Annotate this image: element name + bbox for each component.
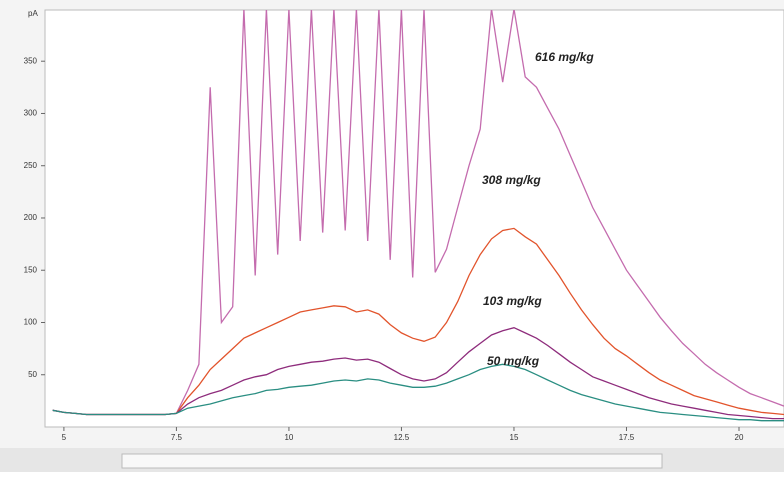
y-tick-label: 50 [28, 370, 37, 379]
x-tick-label: 10 [284, 433, 293, 442]
y-tick-label: 100 [24, 318, 38, 327]
y-tick-label: 250 [24, 161, 38, 170]
series-label: 616 mg/kg [535, 50, 594, 64]
series-label: 103 mg/kg [483, 294, 542, 308]
x-tick-label: 12.5 [394, 433, 410, 442]
plot-content [52, 10, 784, 422]
y-tick-label: 350 [24, 56, 38, 65]
x-tick-label: 15 [510, 433, 519, 442]
x-tick-label: 17.5 [619, 433, 635, 442]
scroll-thumb[interactable] [121, 453, 663, 469]
y-axis-label: pA [28, 9, 38, 18]
plot-area [44, 9, 784, 428]
y-tick-label: 150 [24, 265, 38, 274]
series-label: 308 mg/kg [482, 173, 541, 187]
series-line [52, 363, 784, 422]
series-label: 50 mg/kg [487, 354, 540, 368]
x-tick-label: 20 [735, 433, 744, 442]
x-tick-label: 7.5 [171, 433, 183, 442]
y-tick-label: 200 [24, 213, 38, 222]
y-tick-label: 300 [24, 109, 38, 118]
x-tick-label: 5 [62, 433, 67, 442]
